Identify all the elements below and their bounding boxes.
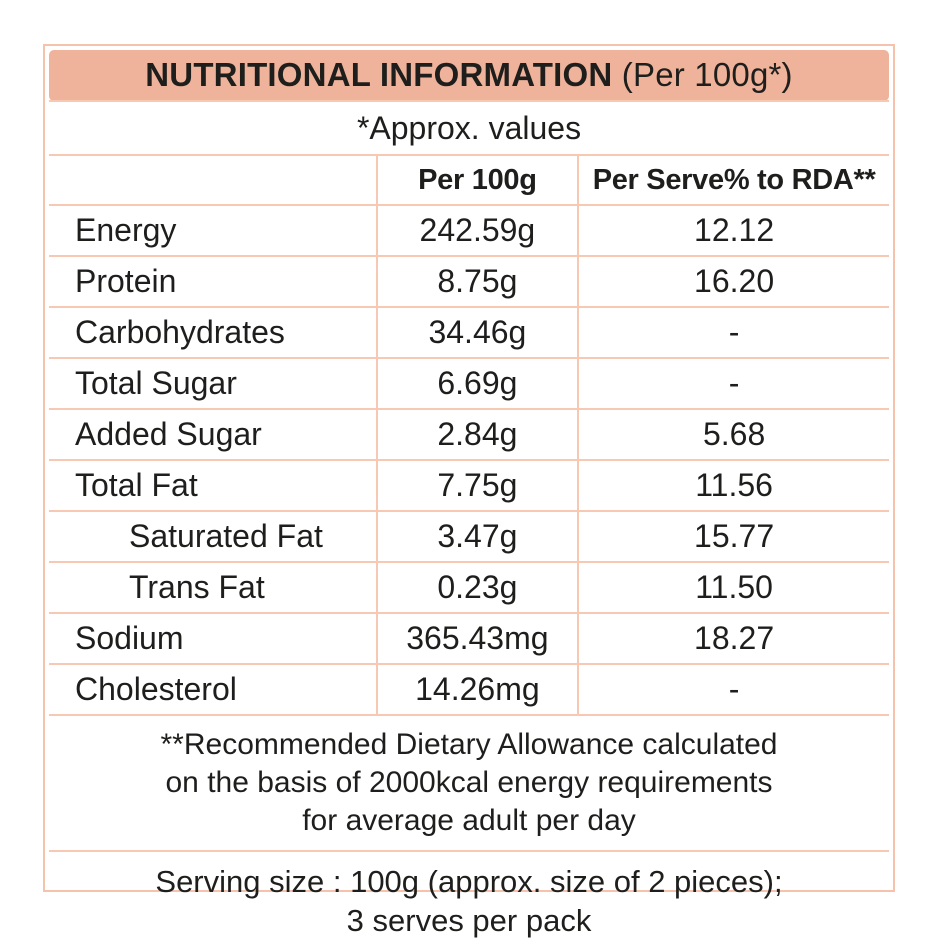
approx-values-note: *Approx. values — [49, 100, 889, 155]
rda-footnote-row: **Recommended Dietary Allowance calculat… — [49, 714, 889, 851]
rda-footnote-line-1: **Recommended Dietary Allowance calculat… — [160, 728, 778, 761]
col-header-per-100g: Per 100g — [375, 154, 579, 205]
table-row-trans-fat: Trans Fat 0.23g 11.50 — [49, 561, 889, 613]
nutrient-label: Saturated Fat — [49, 510, 377, 562]
per-100g-value: 3.47g — [375, 510, 579, 562]
table-row-added-sugar: Added Sugar 2.84g 5.68 — [49, 408, 889, 460]
per-100g-value: 14.26mg — [375, 663, 579, 715]
per-100g-value: 365.43mg — [375, 612, 579, 664]
rda-value: - — [577, 357, 889, 409]
nutrition-label-frame: NUTRITIONAL INFORMATION (Per 100g*) *App… — [43, 44, 895, 950]
table-title-main: NUTRITIONAL INFORMATION — [145, 56, 613, 93]
rda-value: - — [577, 663, 889, 715]
per-100g-value: 0.23g — [375, 561, 579, 613]
serving-size-line-1: Serving size : 100g (approx. size of 2 p… — [155, 864, 783, 899]
serving-size-note: Serving size : 100g (approx. size of 2 p… — [49, 850, 889, 950]
nutrient-label: Cholesterol — [49, 663, 377, 715]
nutrient-label: Energy — [49, 204, 377, 256]
rda-value: 16.20 — [577, 255, 889, 307]
rda-value: - — [577, 306, 889, 358]
rda-value: 15.77 — [577, 510, 889, 562]
rda-value: 11.50 — [577, 561, 889, 613]
nutrient-label: Added Sugar — [49, 408, 377, 460]
nutrient-label: Total Fat — [49, 459, 377, 511]
table-row-saturated-fat: Saturated Fat 3.47g 15.77 — [49, 510, 889, 562]
nutrient-label: Sodium — [49, 612, 377, 664]
nutrient-label: Total Sugar — [49, 357, 377, 409]
table-row-total-fat: Total Fat 7.75g 11.56 — [49, 459, 889, 511]
rda-value: 11.56 — [577, 459, 889, 511]
rda-footnote-line-3: for average adult per day — [302, 804, 636, 837]
rda-value: 18.27 — [577, 612, 889, 664]
nutrient-label: Protein — [49, 255, 377, 307]
serving-size-line-2: 3 serves per pack — [346, 903, 592, 938]
rda-value: 12.12 — [577, 204, 889, 256]
rda-footnote-line-2: on the basis of 2000kcal energy requirem… — [165, 766, 773, 799]
per-100g-value: 7.75g — [375, 459, 579, 511]
serving-size-row: Serving size : 100g (approx. size of 2 p… — [49, 850, 889, 950]
rda-footnote: **Recommended Dietary Allowance calculat… — [49, 714, 889, 851]
nutrient-label: Trans Fat — [49, 561, 377, 613]
nutrient-label: Carbohydrates — [49, 306, 377, 358]
table-row-protein: Protein 8.75g 16.20 — [49, 255, 889, 307]
column-header-row: Per 100g Per Serve% to RDA** — [49, 154, 889, 205]
nutrition-table: NUTRITIONAL INFORMATION (Per 100g*) *App… — [49, 50, 889, 950]
col-header-nutrient — [49, 154, 377, 205]
per-100g-value: 34.46g — [375, 306, 579, 358]
table-title-qualifier: (Per 100g*) — [612, 56, 793, 93]
table-title-row: NUTRITIONAL INFORMATION (Per 100g*) — [49, 50, 889, 101]
per-100g-value: 242.59g — [375, 204, 579, 256]
table-title: NUTRITIONAL INFORMATION (Per 100g*) — [49, 50, 889, 101]
col-header-per-serve-rda: Per Serve% to RDA** — [577, 154, 889, 205]
table-row-total-sugar: Total Sugar 6.69g - — [49, 357, 889, 409]
table-row-energy: Energy 242.59g 12.12 — [49, 204, 889, 256]
table-row-cholesterol: Cholesterol 14.26mg - — [49, 663, 889, 715]
table-row-carbohydrates: Carbohydrates 34.46g - — [49, 306, 889, 358]
per-100g-value: 2.84g — [375, 408, 579, 460]
per-100g-value: 6.69g — [375, 357, 579, 409]
rda-value: 5.68 — [577, 408, 889, 460]
per-100g-value: 8.75g — [375, 255, 579, 307]
table-row-sodium: Sodium 365.43mg 18.27 — [49, 612, 889, 664]
approx-values-row: *Approx. values — [49, 100, 889, 155]
